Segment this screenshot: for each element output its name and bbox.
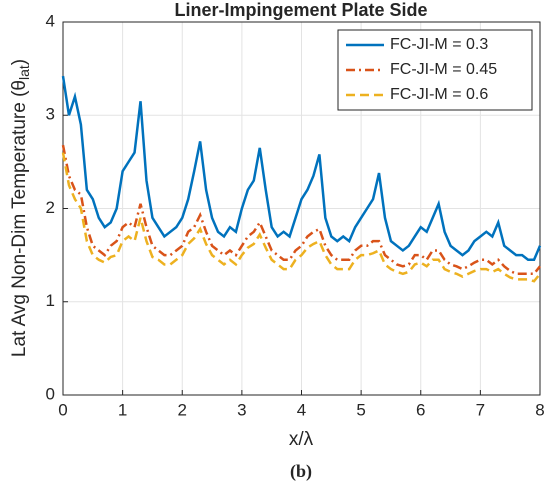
x-tick-label: 4: [297, 400, 306, 419]
y-label-end: ): [9, 59, 30, 65]
y-tick-label: 4: [46, 11, 55, 30]
caption: (b): [290, 461, 312, 482]
series-line: [61, 144, 541, 276]
y-tick-label: 1: [46, 291, 55, 310]
plot-frame: [62, 21, 541, 396]
y-label-main: Lat Avg Non-Dim Temperature (θ: [9, 80, 30, 357]
y-axis-label: Lat Avg Non-Dim Temperature (θlat): [9, 59, 32, 357]
x-tick-label: 5: [356, 400, 365, 419]
x-tick-label: 6: [416, 400, 425, 419]
chart-title: Liner-Impingement Plate Side: [174, 0, 427, 20]
series-line: [61, 152, 541, 283]
y-tick-label: 2: [46, 198, 55, 217]
x-tick-label: 2: [178, 400, 187, 419]
y-tick-label: 3: [46, 105, 55, 124]
x-tick-label: 0: [58, 400, 67, 419]
x-tick-label: 7: [476, 400, 485, 419]
legend-label: FC-JI-M = 0.6: [390, 86, 488, 103]
y-tick-label: 0: [46, 384, 55, 403]
series-line: [61, 75, 542, 262]
x-tick-label: 8: [535, 400, 544, 419]
x-tick-label: 3: [237, 400, 246, 419]
x-tick-label: 1: [118, 400, 127, 419]
y-label-sub: lat: [16, 65, 32, 80]
legend-label: FC-JI-M = 0.45: [390, 61, 497, 78]
legend-label: FC-JI-M = 0.3: [390, 36, 488, 53]
x-axis-label: x/λ: [289, 429, 314, 450]
